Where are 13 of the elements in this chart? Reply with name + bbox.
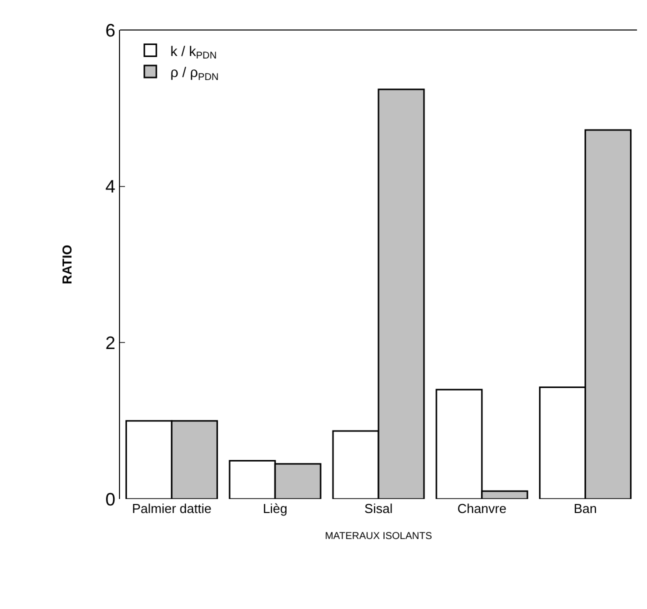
y-axis-title: RATIO (59, 244, 74, 284)
x-tick-label: Palmier dattie (132, 501, 212, 516)
x-tick-label: Sisal (364, 501, 393, 516)
y-tick-label: 6 (105, 20, 116, 40)
x-tick-label: Chanvre (457, 501, 506, 516)
x-tick-label: Ban (574, 501, 597, 516)
x-tick-label: Lièg (262, 501, 288, 516)
legend-label: k / k$_{PDN}$ (170, 42, 217, 62)
y-tick-label: 2 (105, 332, 116, 353)
y-tick-label: 0 (105, 489, 116, 510)
x-axis-title: MATERAUX ISOLANTS (324, 531, 432, 542)
y-tick-label: 4 (105, 176, 116, 197)
legend-label: ρ / ρ$_{PDN}$ (170, 64, 219, 83)
